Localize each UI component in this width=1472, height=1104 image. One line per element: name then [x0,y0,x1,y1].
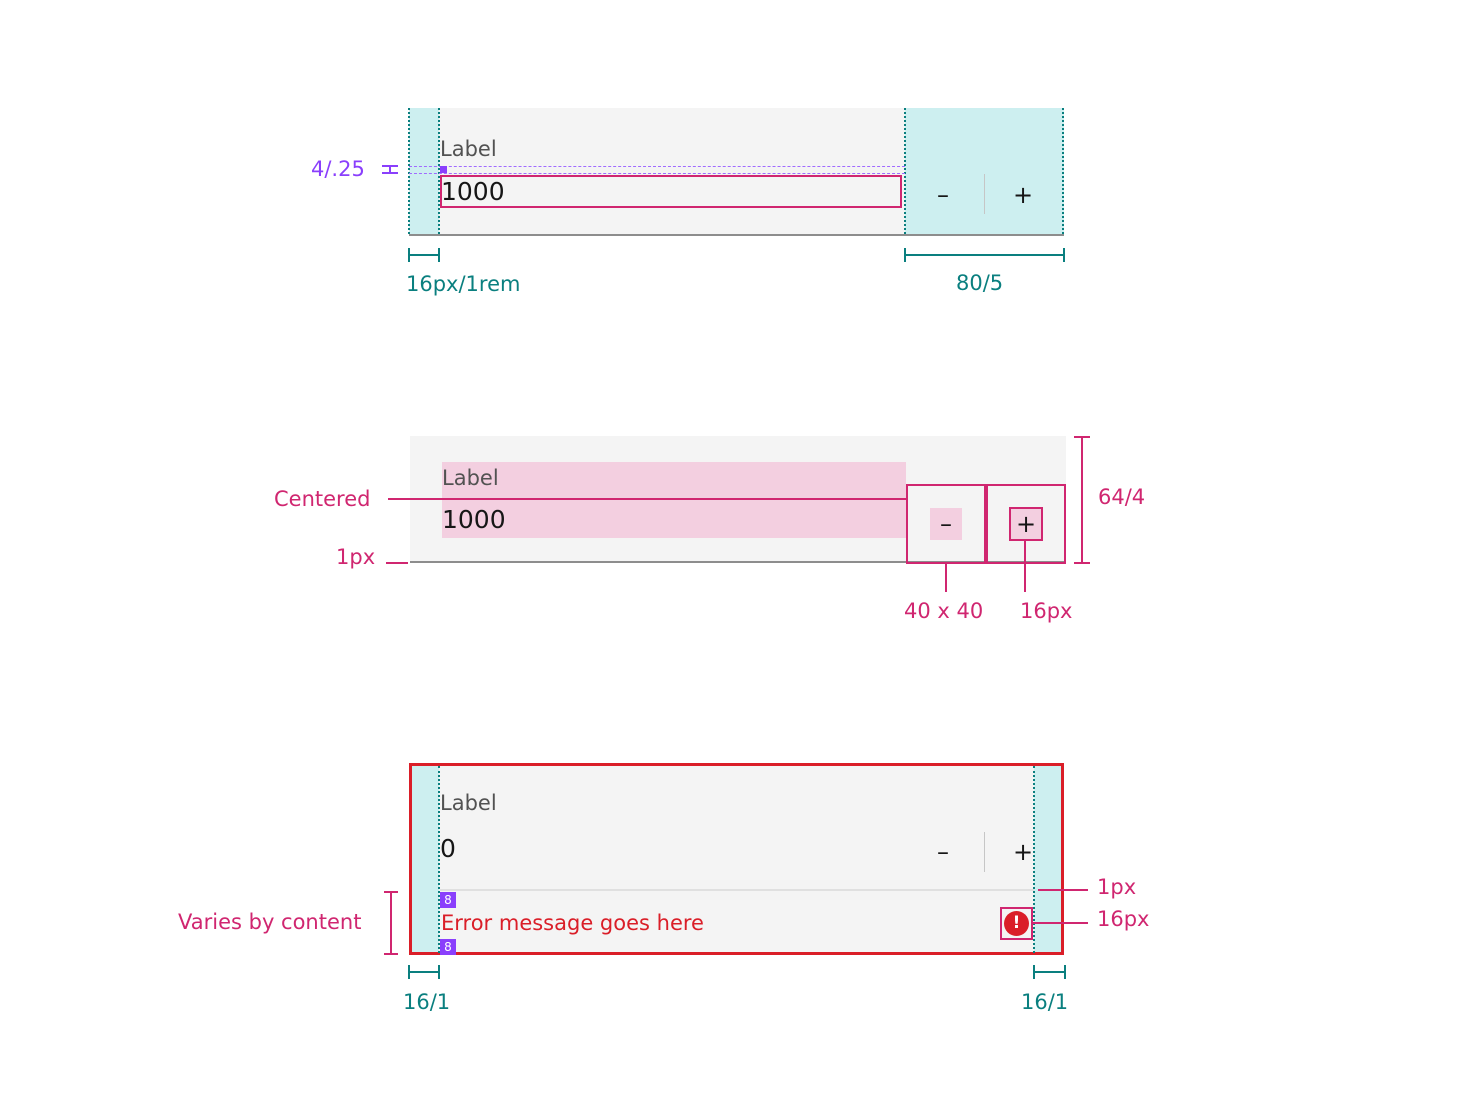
right-padding-dimension-tick [1064,965,1066,979]
buttons-width-annotation: 80/5 [956,271,1004,295]
increment-icon-area [1009,507,1043,541]
buttons-dimension-tick [904,248,906,262]
padding-annotation: 16px/1rem [406,272,521,296]
right-padding-annotation: 16/1 [1021,990,1069,1014]
left-padding-dimension [408,971,440,973]
decrement-icon-area [930,508,962,540]
divider-leader [1038,889,1088,891]
increment-button[interactable]: + [1012,838,1034,866]
varies-annotation: Varies by content [178,910,362,934]
decrement-button[interactable]: – [937,838,949,866]
field-label: Label [440,791,497,815]
button-divider [984,832,985,872]
field-label: Label [442,466,499,490]
input-value[interactable]: 1000 [441,177,505,206]
decrement-button-box [906,484,986,564]
spacing-marker [440,166,447,173]
spacing-guide [409,173,905,174]
right-padding-dimension [1033,971,1066,973]
spacing-badge-bottom: 8 [440,939,456,955]
error-message: Error message goes here [441,911,704,935]
button-divider [984,174,985,214]
left-padding-area [411,765,439,953]
spacing-guide [409,166,905,167]
varies-bracket-tick [384,891,398,893]
height-dimension [1081,436,1083,564]
height-annotation: 64/4 [1098,485,1146,509]
left-padding-dimension-tick [408,965,410,979]
field-label: Label [440,137,497,161]
input-value[interactable]: 0 [440,834,456,863]
left-padding-dimension-tick [438,965,440,979]
field-bottom-border [410,561,1066,563]
left-padding-annotation: 16/1 [403,990,451,1014]
error-divider [440,889,1034,891]
height-dimension-tick [1074,436,1090,438]
decrement-button[interactable]: – [937,181,949,209]
varies-bracket-tick [384,953,398,955]
guide-line [438,108,440,234]
padding-dimension-tick [408,248,410,262]
guide-line [438,766,440,953]
value-highlight-box [440,175,902,208]
button-size-leader [945,564,947,592]
left-padding-area [409,108,439,234]
increment-button[interactable]: + [1015,510,1037,538]
spacing-bracket-stem [389,166,391,174]
divider-annotation: 1px [1097,875,1137,899]
spacing-badge-top: 8 [440,892,456,908]
height-dimension-tick [1074,562,1090,564]
icon-size-leader [1033,922,1088,924]
centered-leader [388,498,908,500]
padding-dimension [408,254,440,256]
error-icon: ! [1004,911,1029,936]
guide-line [904,108,906,234]
error-outline [409,763,1064,955]
spacing-annotation: 4/.25 [311,157,365,181]
icon-size-annotation: 16px [1020,599,1073,623]
number-input-field-error [409,763,1064,955]
button-size-annotation: 40 x 40 [904,599,984,623]
buttons-dimension [904,254,1065,256]
guide-line [1062,108,1064,234]
centered-annotation: Centered [274,487,371,511]
decrement-button[interactable]: – [940,510,952,538]
increment-button-box [986,484,1066,564]
icon-size-annotation: 16px [1097,907,1150,931]
right-padding-area [1034,765,1062,953]
input-value[interactable]: 1000 [442,505,506,534]
guide-line [408,108,410,234]
icon-size-leader [1024,540,1026,592]
increment-button[interactable]: + [1012,181,1034,209]
guide-line [1033,766,1035,953]
field-bottom-border [409,234,1064,236]
right-padding-dimension-tick [1033,965,1035,979]
stepper-buttons-area [905,108,1064,234]
padding-dimension-tick [438,248,440,262]
border-annotation: 1px [336,545,376,569]
buttons-dimension-tick [1063,248,1065,262]
varies-bracket [390,891,392,955]
error-icon-box [1000,907,1033,940]
border-leader [386,562,408,564]
content-highlight [442,462,906,538]
